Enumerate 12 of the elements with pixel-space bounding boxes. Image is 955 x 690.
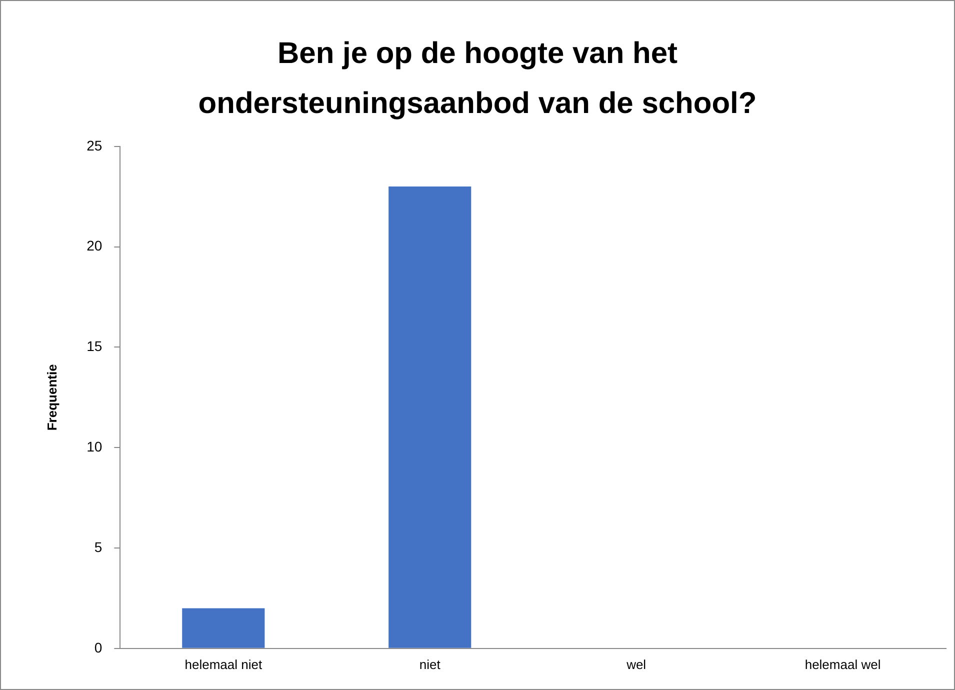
y-tick-label: 5 — [94, 538, 102, 555]
x-tick-label: niet — [419, 656, 441, 672]
y-tick-label: 20 — [86, 238, 102, 254]
x-tick-label: helemaal niet — [184, 656, 262, 672]
x-tick-label: wel — [626, 656, 646, 672]
x-tick-label: helemaal wel — [804, 656, 881, 672]
y-axis-title: Frequentie — [44, 364, 60, 431]
y-tick-label: 0 — [94, 639, 102, 656]
y-tick-label: 25 — [86, 137, 102, 154]
y-tick-label: 15 — [86, 338, 102, 354]
y-tick-label: 10 — [86, 438, 102, 454]
chart-title: Ben je op de hoogte van het ondersteuningsaanbod van de school? — [197, 36, 758, 122]
